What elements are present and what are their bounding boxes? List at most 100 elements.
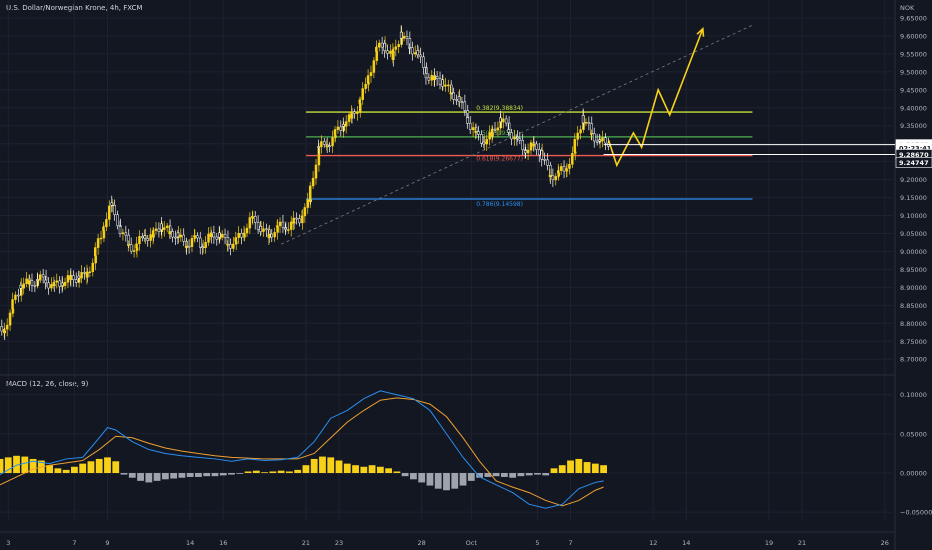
candle-body: [174, 236, 177, 239]
candle-body: [548, 175, 552, 177]
candle-body: [289, 221, 293, 230]
candle-body: [339, 126, 343, 131]
candle-body: [356, 112, 359, 114]
macd-histogram-bar: [542, 473, 550, 476]
candle-body: [311, 177, 315, 187]
candle-body: [72, 275, 75, 280]
time-tick-label: 23: [335, 539, 343, 547]
candle-body: [242, 232, 246, 235]
macd-histogram-bar: [434, 473, 442, 489]
candle-body: [265, 228, 268, 231]
candle-body: [573, 139, 577, 153]
candle-body: [466, 117, 469, 124]
projection-arrowhead: [696, 27, 705, 37]
price-tick-label: 9.55000: [900, 50, 927, 58]
price-badge-label: 9.24747: [899, 159, 929, 167]
candle-body: [391, 49, 395, 60]
candle-body: [30, 280, 34, 286]
candle-body: [592, 133, 596, 142]
candle-body: [93, 247, 97, 257]
macd-histogram-bar: [410, 473, 417, 480]
candle-body: [595, 140, 599, 143]
macd-histogram-bar: [509, 473, 517, 478]
candle-body: [424, 73, 428, 79]
candle-body: [220, 234, 224, 238]
candle-body: [47, 282, 50, 289]
macd-histogram-bar: [567, 460, 574, 474]
candle-body: [55, 280, 59, 283]
candle-body: [237, 233, 240, 238]
macd-tick-label: 0.05000: [900, 430, 927, 438]
candle-body: [364, 83, 367, 89]
candle-body: [485, 138, 488, 145]
candle-body: [141, 236, 144, 239]
macd-histogram-bar: [285, 471, 293, 474]
price-tick-label: 8.95000: [900, 266, 927, 274]
candle-body: [80, 272, 83, 279]
candle-body: [223, 234, 227, 238]
candle-body: [590, 133, 593, 135]
candle-body: [444, 84, 447, 87]
candle-body: [176, 232, 180, 238]
candle-body: [108, 205, 111, 220]
macd-histogram-bar: [492, 473, 500, 477]
macd-histogram-bar: [277, 470, 285, 474]
candle-body: [510, 132, 513, 140]
candle-body: [22, 283, 25, 289]
price-tick-label: 8.80000: [900, 320, 927, 328]
macd-histogram-bar: [500, 473, 508, 477]
candle-body: [342, 124, 345, 127]
time-tick-label: 21: [798, 539, 806, 547]
macd-histogram-bar: [368, 465, 376, 474]
candle-body: [102, 226, 105, 231]
price-tick-label: 9.10000: [900, 212, 927, 220]
candle-body: [457, 96, 461, 102]
price-tick-label: 9.15000: [900, 194, 927, 202]
candle-body: [262, 228, 265, 232]
macd-title: MACD (12, 26, close, 9): [6, 380, 89, 388]
candle-body: [135, 243, 138, 248]
candle-body: [546, 159, 549, 166]
candle-body: [149, 234, 152, 241]
candle-body: [245, 227, 249, 234]
candle-body: [441, 79, 444, 87]
candle-body: [397, 44, 400, 47]
candle-body: [538, 149, 541, 156]
candle-body: [411, 47, 414, 55]
macd-histogram-bar: [352, 465, 359, 474]
macd-histogram-bar: [62, 469, 70, 474]
time-tick-label: 26: [881, 539, 889, 547]
candle-body: [5, 324, 9, 330]
candle-body: [507, 129, 510, 133]
candle-body: [0, 326, 4, 332]
candle-body: [281, 221, 285, 228]
candle-body: [207, 233, 210, 243]
candle-body: [521, 139, 524, 150]
candle-body: [320, 141, 323, 148]
candle-body: [3, 328, 6, 334]
candle-body: [413, 52, 417, 55]
time-tick-label: 9: [105, 539, 109, 547]
candle-body: [571, 153, 574, 165]
macd-histogram-bar: [525, 473, 533, 476]
macd-histogram-bar: [211, 473, 219, 477]
candle-body: [91, 262, 95, 272]
macd-signal-line: [0, 397, 604, 507]
price-badge-label: 9.28670: [899, 151, 929, 159]
candle-body: [344, 121, 348, 127]
candle-body: [308, 185, 312, 202]
candle-body: [325, 145, 328, 148]
macd-tick-label: 0.10000: [900, 391, 927, 399]
candle-body: [60, 282, 64, 286]
candle-body: [399, 31, 403, 39]
candle-body: [160, 223, 163, 230]
candle-body: [499, 117, 502, 123]
macd-histogram-bar: [195, 473, 202, 477]
currency-label: NOK: [900, 4, 915, 12]
macd-histogram-bar: [104, 457, 111, 474]
candle-body: [198, 237, 202, 248]
candle-body: [105, 219, 108, 228]
candle-body: [116, 214, 119, 227]
macd-histogram-bar: [401, 473, 409, 477]
